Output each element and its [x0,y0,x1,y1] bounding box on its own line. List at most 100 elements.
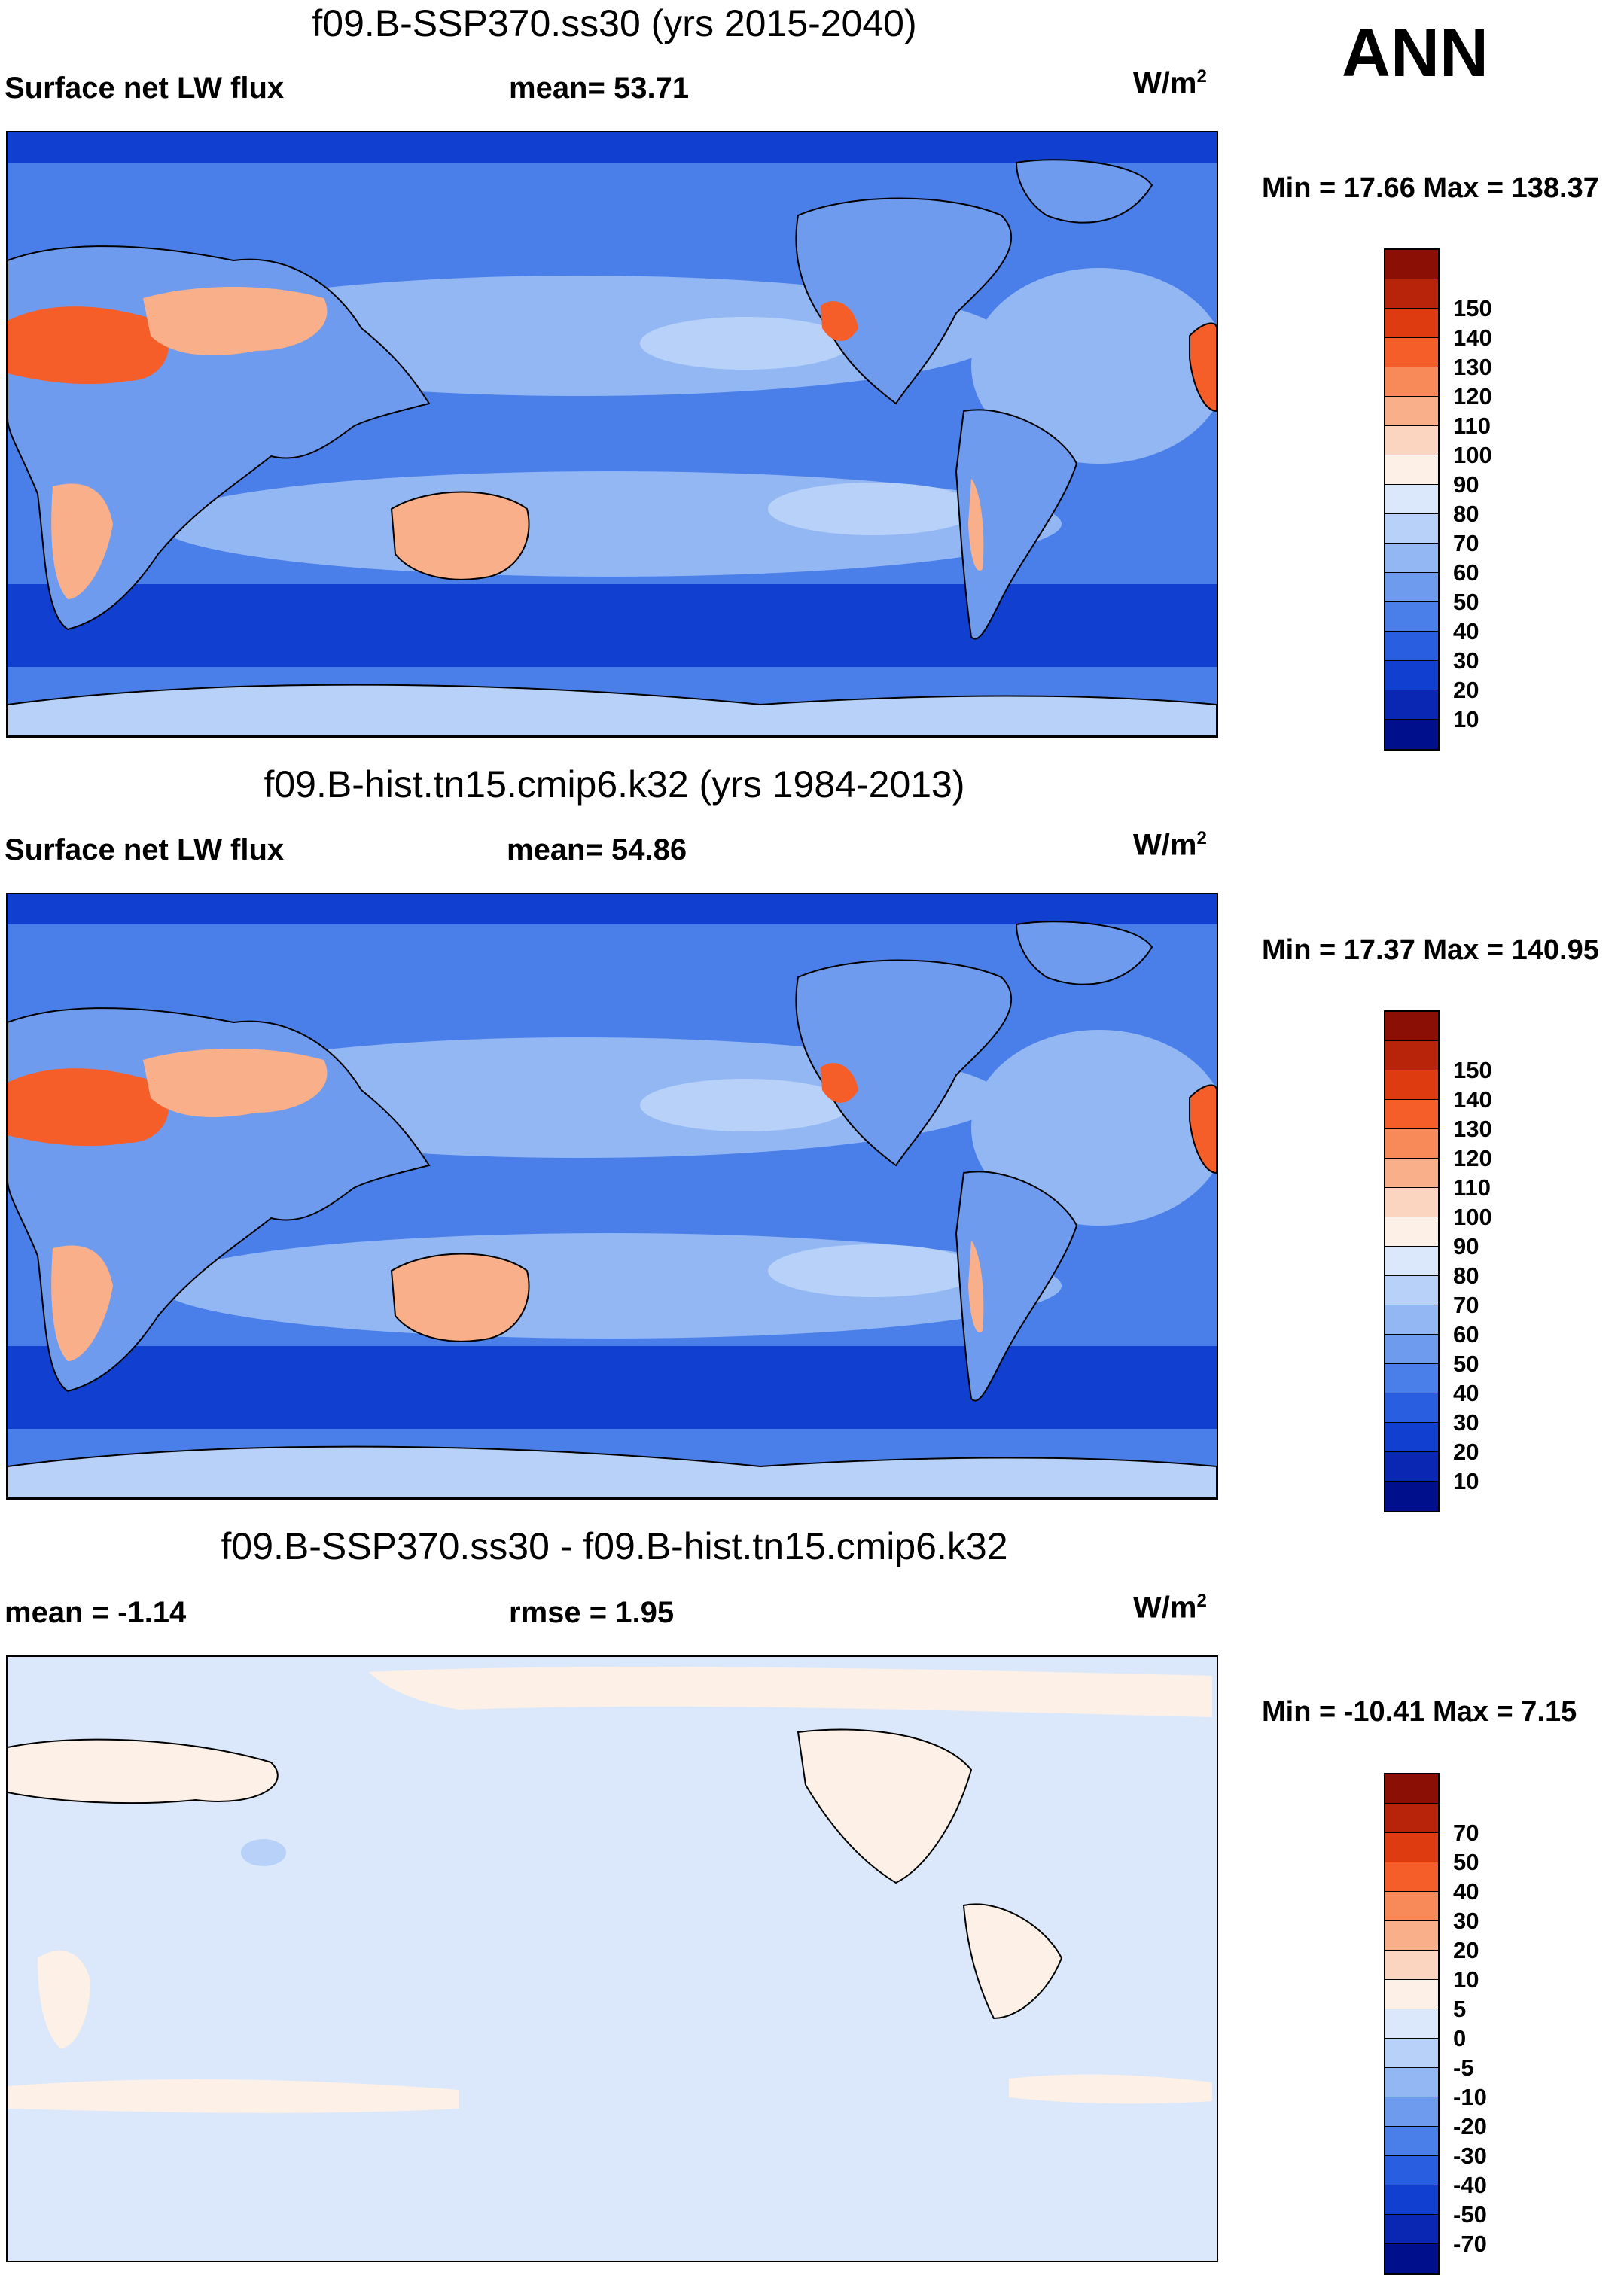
colorbar-swatch [1385,1276,1438,1305]
colorbar-swatch [1385,661,1438,690]
colorbar-swatch [1385,1452,1438,1482]
colorbar-tick-label: 10 [1453,1966,1479,1993]
colorbar-swatch [1385,1041,1438,1070]
colorbar-tick-label: 30 [1453,1908,1479,1934]
colorbar-swatch [1385,514,1438,544]
colorbar-tick-label: 140 [1453,324,1492,351]
colorbar-tick-label: 100 [1453,1204,1492,1230]
colorbar-swatch [1385,1217,1438,1247]
panel-1-units: W/m2 [1133,66,1207,100]
panel-1-mean: mean= 53.71 [509,72,690,105]
colorbar-tick-label: 30 [1453,647,1479,674]
colorbar-swatch [1385,690,1438,720]
polar-band-north [8,894,1217,924]
colorbar-swatch [1385,2068,1438,2097]
colorbar-swatch [1385,1012,1438,1041]
colorbar-swatch [1385,720,1438,749]
polar-band-north [8,132,1217,163]
panel-2-map-field [8,894,1217,1498]
colorbar-swatch [1385,1129,1438,1159]
southern-ocean-positive [8,2079,459,2113]
panel-2-units: W/m2 [1133,828,1207,862]
andes-warm [968,1241,984,1332]
south-atlantic-positive [1009,2074,1212,2104]
colorbar-tick-label: 50 [1453,1849,1479,1875]
panel-1-map [6,131,1218,738]
colorbar-swatch [1385,1482,1438,1511]
colorbar-tick-label: -30 [1453,2143,1487,2169]
pacific-lighter [640,317,851,370]
panel-3-map [6,1655,1218,2262]
colorbar-tick-label: 90 [1453,1233,1479,1259]
colorbar-swatch [1385,1188,1438,1217]
colorbar-swatch [1385,485,1438,514]
colorbar-tick-label: -40 [1453,2172,1487,2198]
colorbar-tick-label: -10 [1453,2084,1487,2110]
colorbar-tick-label: 10 [1453,1468,1479,1494]
north-america-positive [797,1728,973,1884]
colorbar-swatch [1385,2156,1438,2185]
colorbar-swatch [1385,2215,1438,2244]
colorbar-tick-label: -20 [1453,2113,1487,2139]
andes-warm [968,479,984,571]
colorbar-swatch [1385,2185,1438,2215]
south-america [955,1171,1078,1402]
colorbar-swatch [1385,1247,1438,1276]
south-pacific-lighter [768,1244,979,1297]
colorbar-tick-label: 80 [1453,501,1479,527]
colorbar-swatch [1385,2039,1438,2068]
southern-africa [51,1245,113,1361]
panel-1-minmax: Min = 17.66 Max = 138.37 [1262,172,1599,204]
panel-2-minmax: Min = 17.37 Max = 140.95 [1262,934,1599,966]
na-southwest-hot [821,301,858,341]
panel-3-title: f09.B-SSP370.ss30 - f09.B-hist.tn15.cmip… [221,1525,1008,1567]
colorbar-tick-label: -70 [1453,2231,1487,2257]
atlantic-light [971,268,1217,464]
arabia-central-asia [143,287,328,355]
na-southwest-hot [821,1063,858,1103]
colorbar-swatch [1385,1393,1438,1423]
colorbar-swatch [1385,1774,1438,1804]
colorbar-swatch [1385,1364,1438,1393]
west-africa-coast [1189,1084,1217,1174]
eurasia-positive [8,1738,279,1804]
colorbar-swatch [1385,1159,1438,1188]
australia [390,1253,530,1342]
panel-2-title: f09.B-hist.tn15.cmip6.k32 (yrs 1984-2013… [264,763,965,806]
south-america-positive [962,1903,1063,2020]
colorbar-tick-label: 120 [1453,1145,1492,1171]
colorbar-swatch [1385,426,1438,455]
colorbar-tick-label: 5 [1453,1996,1467,2022]
colorbar-swatch [1385,1951,1438,1980]
colorbar-swatch [1385,1305,1438,1335]
colorbar-tick-label: 50 [1453,589,1479,615]
greenland [1015,921,1153,985]
north-pacific-positive [369,1667,1212,1717]
sahara-hot [8,306,169,385]
panel-1-variable-label: Surface net LW flux [5,72,285,105]
colorbar-swatch [1385,338,1438,367]
colorbar-swatch [1385,1100,1438,1129]
colorbar-swatch [1385,1892,1438,1921]
colorbar-swatch [1385,1862,1438,1892]
colorbar-swatch [1385,2244,1438,2273]
panel-3-minmax: Min = -10.41 Max = 7.15 [1262,1696,1577,1728]
colorbar-tick-label: 120 [1453,383,1492,410]
colorbar-tick-label: 20 [1453,677,1479,703]
colorbar-tick-label: 70 [1453,1820,1479,1846]
colorbar-tick-label: 60 [1453,1321,1479,1348]
panel-2-map [6,893,1218,1500]
greenland [1015,159,1153,224]
colorbar-tick-label: 80 [1453,1262,1479,1289]
colorbar-swatch [1385,2097,1438,2127]
south-asia-negative [241,1839,286,1866]
panel-3-units: W/m2 [1133,1591,1207,1625]
colorbar-swatch [1385,397,1438,426]
colorbar-tick-label: 100 [1453,442,1492,468]
antarctica-edge [8,684,1217,736]
season-label: ANN [1342,16,1488,91]
south-america [955,409,1078,640]
colorbar-swatch [1385,544,1438,573]
australia [390,491,530,580]
africa-positive [38,1951,90,2048]
